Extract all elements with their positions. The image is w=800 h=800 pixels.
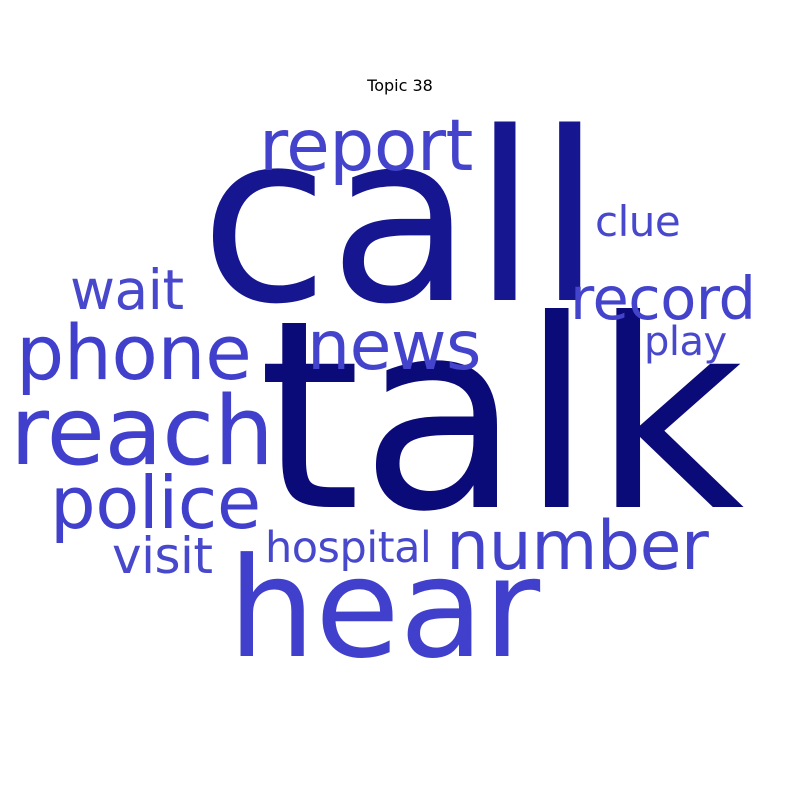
word-number: number xyxy=(446,507,709,586)
word-record: record xyxy=(570,264,756,333)
word-play: play xyxy=(644,319,727,365)
word-visit: visit xyxy=(112,527,213,585)
word-call: call xyxy=(200,83,602,356)
word-reach: reach xyxy=(10,377,274,487)
word-clue: clue xyxy=(595,197,681,246)
word-news: news xyxy=(307,307,481,386)
word-talk: talk xyxy=(258,264,744,569)
chart-title: Topic 38 xyxy=(367,76,433,95)
word-wait: wait xyxy=(70,258,184,322)
word-hear: hear xyxy=(228,528,540,689)
word-police: police xyxy=(50,461,261,545)
word-phone: phone xyxy=(16,308,252,397)
word-report: report xyxy=(259,104,473,187)
word-hospital: hospital xyxy=(265,523,432,573)
